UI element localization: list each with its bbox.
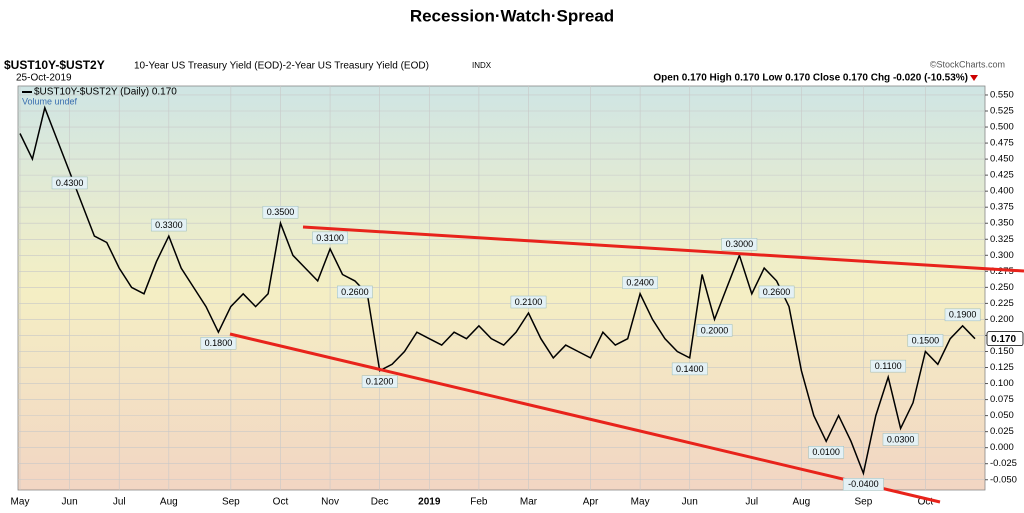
y-tick-label: -0.050 <box>990 474 1017 485</box>
series-line <box>19 105 976 476</box>
x-tick-label: Jun <box>62 497 78 508</box>
y-tick-label: 0.425 <box>990 170 1014 181</box>
value-label: 0.0100 <box>812 447 840 457</box>
symbol: $UST10Y-$UST2Y <box>4 58 105 72</box>
y-tick-label: 0.100 <box>990 378 1014 389</box>
source: ©StockCharts.com <box>930 59 1005 69</box>
y-tick-label: 0.025 <box>990 426 1014 437</box>
y-tick-label: 0.250 <box>990 282 1014 293</box>
down-arrow <box>970 75 978 81</box>
value-label-box <box>907 334 944 347</box>
x-tick-label: Aug <box>160 497 178 508</box>
y-tick-label: 0.275 <box>990 266 1014 277</box>
value-label-box <box>312 231 348 245</box>
y-tick-label: 0.375 <box>990 202 1014 213</box>
y-tick-label: 0.075 <box>990 394 1014 405</box>
x-tick-label: Jul <box>113 497 126 508</box>
value-label-box <box>200 336 237 350</box>
date: 25-Oct-2019 <box>16 73 72 84</box>
value-label-box <box>361 375 398 388</box>
x-tick-label: Jul <box>745 497 758 508</box>
y-tick-label: 0.525 <box>990 106 1014 117</box>
value-label-box <box>944 308 981 322</box>
value-label: 0.1900 <box>949 310 977 320</box>
y-tick-label: 0.500 <box>990 122 1014 133</box>
x-tick-label: May <box>631 497 650 508</box>
value-label: 0.1200 <box>366 377 394 387</box>
value-label-box <box>808 446 845 459</box>
value-label-box <box>696 324 733 337</box>
y-tick-label: 0.150 <box>990 346 1014 357</box>
y-tick-label: 0.350 <box>990 218 1014 229</box>
y-tick-label: 0.050 <box>990 410 1014 421</box>
value-label: 0.2600 <box>763 287 791 297</box>
value-label: 0.1500 <box>912 335 940 345</box>
y-tick-label: 0.450 <box>990 154 1014 165</box>
trend-line-upper <box>302 225 1024 273</box>
x-tick-label: Sep <box>222 497 240 508</box>
x-tick-label: May <box>11 497 30 508</box>
x-tick-label: Dec <box>371 497 389 508</box>
plot-area <box>17 85 986 491</box>
value-label: 0.4300 <box>56 178 84 188</box>
legend-volume: Volume undef <box>22 96 78 106</box>
x-tick-label: 2019 <box>418 497 441 508</box>
y-tick-label: 0.225 <box>990 298 1014 309</box>
y-tick-label: 0.550 <box>990 89 1014 100</box>
value-label: 0.1100 <box>875 361 902 371</box>
legend-line: $UST10Y-$UST2Y (Daily) 0.170 <box>34 87 177 98</box>
last-value-box <box>986 331 1024 347</box>
x-tick-label: Apr <box>583 497 599 508</box>
value-label: 0.3000 <box>726 239 754 249</box>
value-label-box <box>262 205 299 219</box>
exchange: INDX <box>472 61 492 70</box>
value-label-box <box>150 218 187 232</box>
x-tick-label: Oct <box>273 497 289 508</box>
x-tick-label: Aug <box>792 497 810 508</box>
x-tick-label: Feb <box>470 497 488 508</box>
value-label-box <box>51 176 88 190</box>
value-label: 0.1800 <box>205 338 233 348</box>
quote: Open 0.170 High 0.170 Low 0.170 Close 0.… <box>653 73 968 84</box>
value-label-box <box>721 238 758 251</box>
y-tick-label: 0.200 <box>990 314 1014 325</box>
last-value-label: 0.170 <box>991 334 1016 345</box>
y-tick-label: 0.000 <box>990 442 1014 453</box>
value-label-box <box>337 285 373 299</box>
value-label-box <box>671 362 708 376</box>
value-label: 0.2600 <box>341 287 369 297</box>
trend-line-lower <box>229 332 941 504</box>
value-label: 0.2100 <box>515 297 543 307</box>
value-label-box <box>622 276 658 290</box>
x-tick-label: Nov <box>321 497 339 508</box>
value-label-box <box>870 359 907 373</box>
value-label-box <box>758 285 795 299</box>
x-tick-label: Mar <box>520 497 538 508</box>
value-label: 0.2000 <box>701 325 729 335</box>
value-label: 0.3500 <box>267 207 295 217</box>
value-label-box <box>882 433 919 446</box>
description: 10-Year US Treasury Yield (EOD)-2-Year U… <box>134 61 429 72</box>
value-label: -0.0400 <box>848 479 879 489</box>
y-tick-label: 0.125 <box>990 362 1014 373</box>
value-label: 0.3100 <box>316 233 344 243</box>
chart-title: Recession·Watch·Spread <box>410 6 614 25</box>
y-tick-label: 0.325 <box>990 234 1014 245</box>
y-tick-label: 0.300 <box>990 250 1014 261</box>
y-tick-label: -0.025 <box>990 458 1017 469</box>
y-tick-label: 0.475 <box>990 138 1014 149</box>
value-label: 0.3300 <box>155 220 183 230</box>
value-label-box <box>510 295 547 309</box>
value-label: 0.1400 <box>676 364 704 374</box>
x-tick-label: Oct <box>918 497 934 508</box>
y-tick-label: 0.400 <box>990 186 1014 197</box>
value-label: 0.0300 <box>887 434 915 444</box>
x-tick-label: Jun <box>682 497 698 508</box>
x-tick-label: Sep <box>854 497 872 508</box>
value-label-box <box>842 478 884 491</box>
value-label: 0.2400 <box>626 278 654 288</box>
